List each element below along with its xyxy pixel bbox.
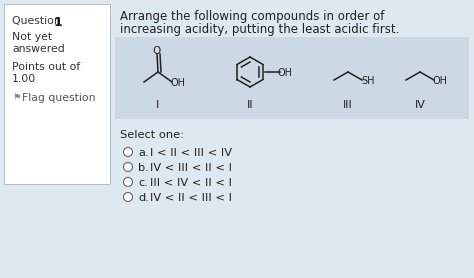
Text: OH: OH [278, 68, 293, 78]
Circle shape [124, 192, 133, 202]
Text: answered: answered [12, 44, 65, 54]
Text: Arrange the following compounds in order of: Arrange the following compounds in order… [120, 10, 384, 23]
Text: ⚑: ⚑ [12, 93, 20, 102]
Text: III < IV < II < I: III < IV < II < I [150, 178, 232, 188]
Text: b.: b. [138, 163, 149, 173]
Text: OH: OH [433, 76, 448, 86]
Text: IV < III < II < I: IV < III < II < I [150, 163, 232, 173]
Text: Points out of: Points out of [12, 62, 80, 72]
FancyBboxPatch shape [115, 37, 469, 119]
Text: increasing acidity, putting the least acidic first.: increasing acidity, putting the least ac… [120, 23, 400, 36]
FancyBboxPatch shape [4, 4, 110, 184]
Text: O: O [153, 46, 161, 56]
Text: c.: c. [138, 178, 148, 188]
Text: OH: OH [171, 78, 186, 88]
Text: Question: Question [12, 16, 64, 26]
Circle shape [124, 177, 133, 187]
Text: III: III [343, 100, 353, 110]
Text: Flag question: Flag question [22, 93, 95, 103]
Text: d.: d. [138, 193, 149, 203]
Text: I: I [156, 100, 160, 110]
Text: IV < II < III < I: IV < II < III < I [150, 193, 232, 203]
Text: I < II < III < IV: I < II < III < IV [150, 148, 232, 158]
Text: 1.00: 1.00 [12, 74, 36, 84]
Text: Not yet: Not yet [12, 32, 52, 42]
Text: 1: 1 [54, 16, 63, 29]
Text: SH: SH [361, 76, 374, 86]
Circle shape [124, 163, 133, 172]
Text: II: II [247, 100, 253, 110]
Text: Select one:: Select one: [120, 130, 184, 140]
Text: a.: a. [138, 148, 148, 158]
Circle shape [124, 148, 133, 157]
Text: IV: IV [415, 100, 426, 110]
